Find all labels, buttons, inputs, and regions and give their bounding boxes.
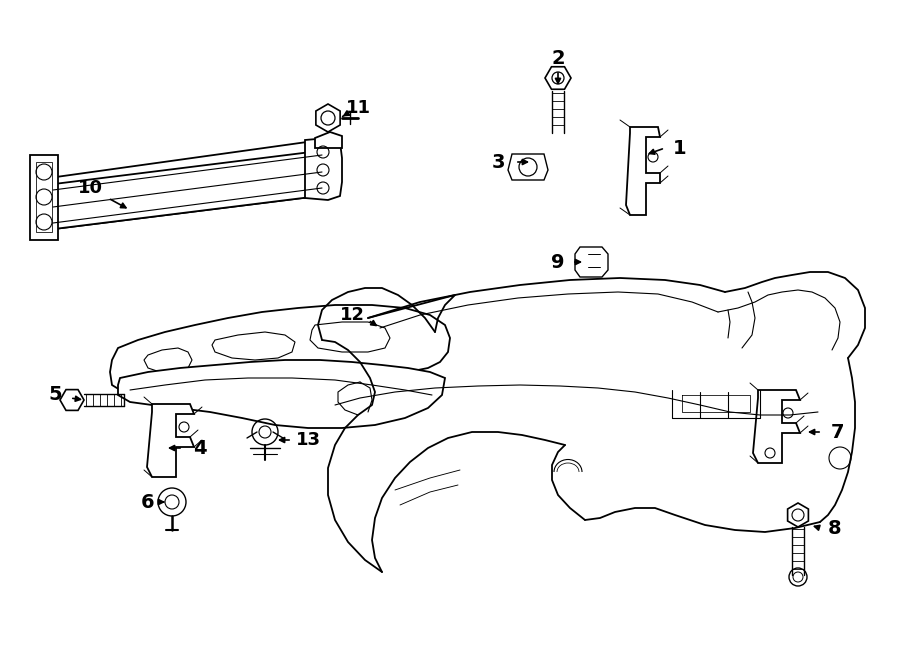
Text: 1: 1 [673, 138, 687, 158]
Polygon shape [753, 390, 800, 463]
Text: 5: 5 [49, 385, 62, 404]
Polygon shape [118, 360, 445, 428]
Text: 6: 6 [141, 493, 155, 512]
Text: 4: 4 [194, 438, 207, 457]
Text: 11: 11 [346, 99, 371, 117]
Text: 10: 10 [77, 179, 103, 197]
Text: 2: 2 [551, 48, 565, 68]
Polygon shape [110, 305, 450, 393]
Polygon shape [30, 155, 58, 240]
Text: 7: 7 [832, 422, 845, 442]
Polygon shape [147, 404, 194, 477]
Polygon shape [46, 150, 327, 230]
Polygon shape [305, 138, 342, 200]
Polygon shape [315, 132, 342, 148]
Text: 8: 8 [828, 518, 842, 538]
Text: 9: 9 [551, 252, 565, 271]
Text: 12: 12 [339, 306, 365, 324]
Polygon shape [626, 127, 660, 215]
Text: 13: 13 [295, 431, 320, 449]
Text: 3: 3 [491, 152, 505, 171]
